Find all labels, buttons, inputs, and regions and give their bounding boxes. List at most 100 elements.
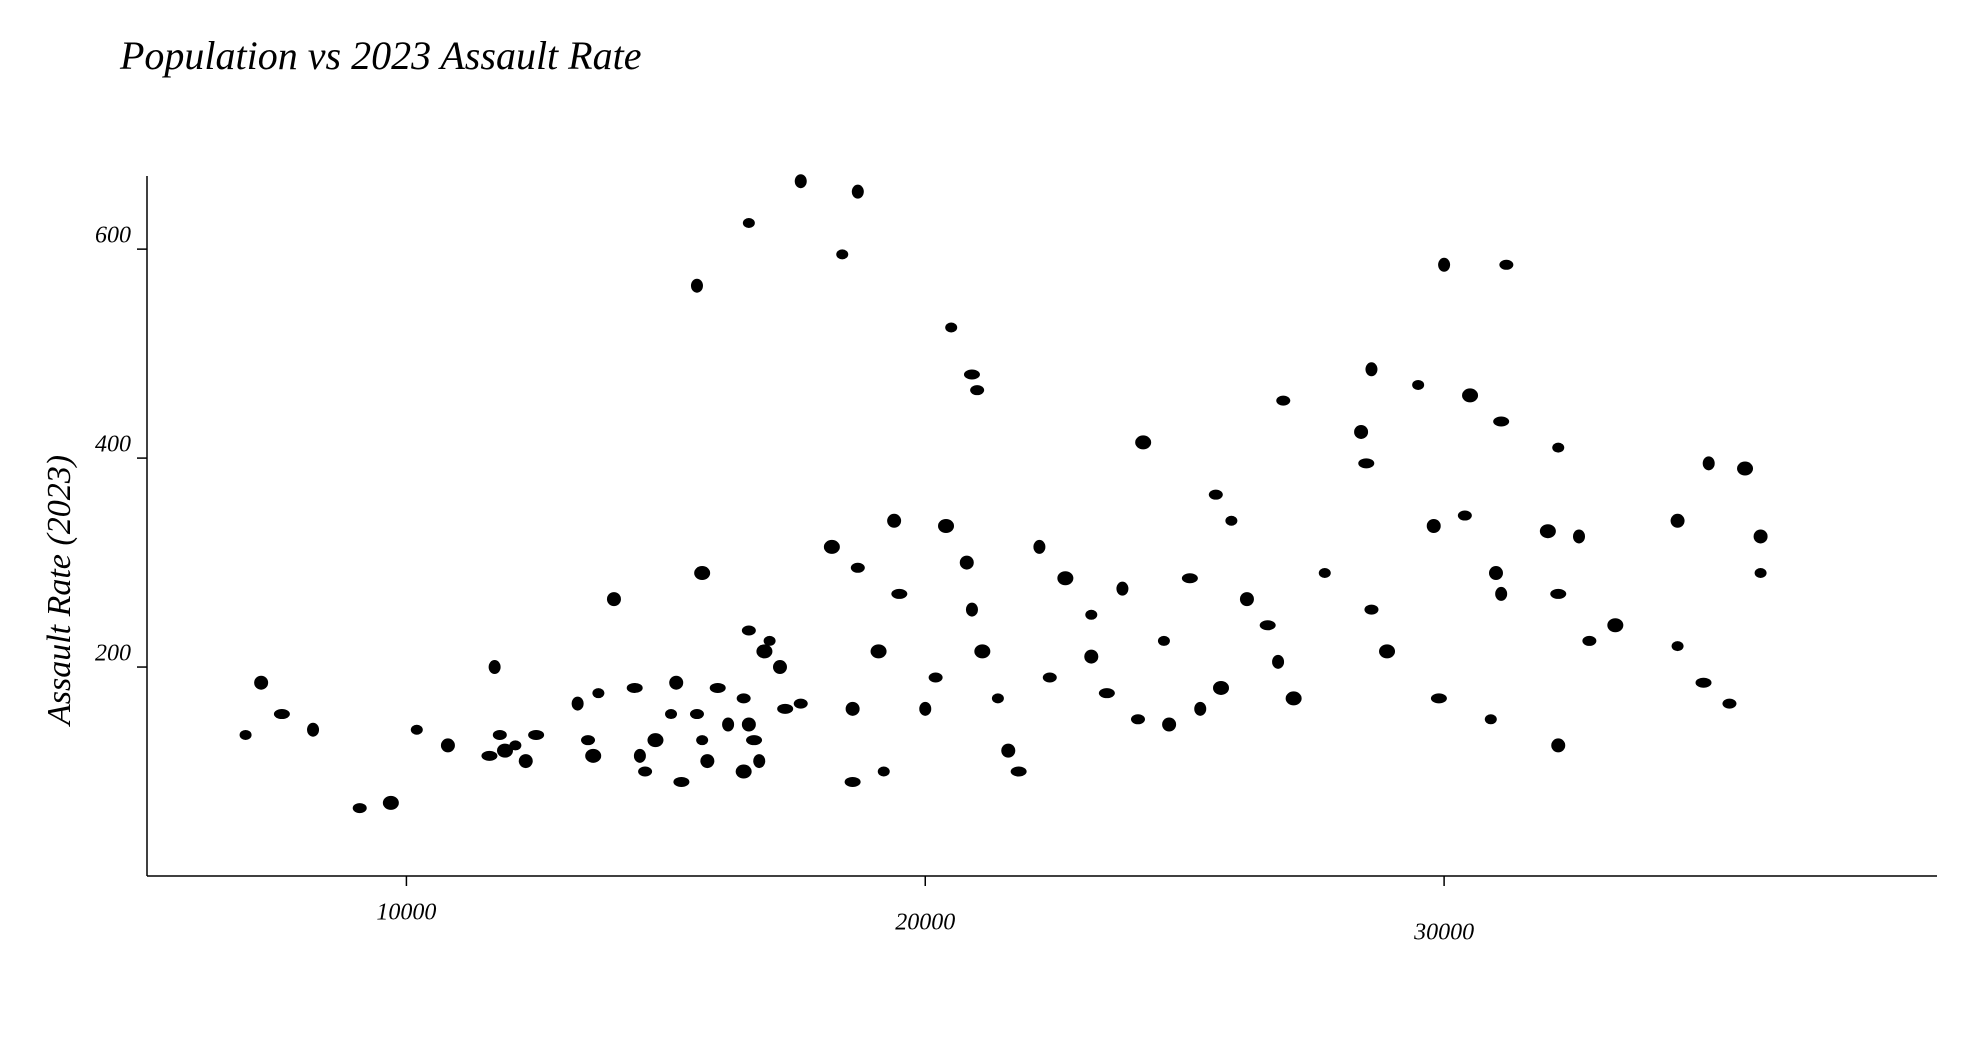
scatter-point	[1239, 592, 1254, 607]
scatter-point	[1272, 654, 1285, 669]
scatter-point	[1098, 688, 1115, 699]
scatter-point	[763, 635, 776, 646]
scatter-point	[528, 729, 545, 740]
scatter-point	[497, 743, 513, 758]
scatter-point	[945, 322, 958, 333]
scatter-point	[1130, 714, 1145, 725]
scatter-point	[1550, 588, 1567, 599]
scatter-point	[382, 795, 399, 810]
scatter-point	[850, 562, 865, 573]
scatter-point	[1582, 635, 1597, 646]
x-tick-label: 30000	[1413, 920, 1474, 946]
scatter-point	[793, 698, 808, 709]
scatter-point	[1552, 442, 1565, 453]
scatter-point	[694, 566, 711, 581]
scatter-point	[1285, 691, 1302, 706]
scatter-point	[1430, 693, 1447, 704]
scatter-point	[1010, 766, 1027, 777]
scatter-point	[1162, 717, 1177, 732]
scatter-point	[709, 682, 726, 693]
chart-title: Population vs 2023 Assault Rate	[119, 33, 641, 78]
scatter-point	[1208, 489, 1223, 500]
scatter-point	[965, 602, 978, 617]
scatter-point	[585, 748, 602, 763]
scatter-point	[1754, 568, 1767, 579]
scatter-point	[1194, 701, 1207, 716]
scatter-point	[1042, 672, 1057, 683]
scatter-point	[845, 701, 860, 716]
scatter-point	[959, 555, 974, 570]
scatter-point	[970, 385, 985, 396]
scatter-point	[1670, 513, 1685, 528]
scatter-point	[1488, 566, 1503, 581]
scatter-point	[870, 644, 887, 659]
scatter-point	[1276, 395, 1291, 406]
scatter-point	[1225, 515, 1238, 526]
scatter-point	[823, 539, 840, 554]
scatter-point	[1551, 738, 1566, 753]
scatter-point	[1358, 458, 1375, 469]
scatter-point	[836, 249, 849, 260]
scatter-point	[991, 693, 1004, 704]
scatter-point	[1213, 680, 1229, 695]
scatter-point	[669, 675, 684, 690]
scatter-point	[1671, 641, 1684, 652]
scatter-point	[919, 701, 932, 716]
scatter-point	[1364, 604, 1379, 615]
scatter-point	[1493, 416, 1510, 427]
scatter-point	[689, 709, 704, 720]
scatter-point	[928, 672, 943, 683]
scatter-point	[440, 738, 455, 753]
scatter-point	[1181, 573, 1198, 584]
scatter-point	[1318, 568, 1331, 579]
scatter-point	[509, 740, 522, 751]
scatter-point	[1484, 714, 1497, 725]
scatter-point	[1116, 581, 1129, 596]
scatter-point	[777, 703, 794, 714]
scatter-point	[690, 278, 703, 293]
scatter-point	[700, 754, 715, 769]
scatter-point	[488, 660, 501, 675]
scatter-point	[1084, 649, 1099, 664]
scatter-point	[1426, 519, 1441, 533]
scatter-point	[492, 729, 507, 740]
scatter-point	[1495, 586, 1508, 601]
scatter-point	[1499, 259, 1514, 270]
scatter-point	[1539, 524, 1556, 539]
scatter-point	[887, 513, 902, 528]
scatter-point	[1057, 571, 1074, 586]
scatter-point	[1135, 435, 1152, 450]
scatter-point	[273, 709, 290, 720]
scatter-point	[1412, 379, 1425, 390]
scatter-point	[741, 717, 756, 732]
scatter-point	[1702, 456, 1715, 471]
scatter-point	[1695, 677, 1712, 688]
scatter-point	[742, 218, 755, 229]
scatter-point	[1462, 388, 1479, 403]
scatter-point	[735, 764, 752, 779]
scatter-point	[254, 675, 269, 690]
scatter-point	[963, 369, 980, 380]
scatter-point	[736, 693, 751, 704]
scatter-point	[1354, 424, 1369, 439]
scatter-point	[722, 717, 735, 732]
y-tick-label: 400	[95, 432, 131, 458]
scatter-point	[756, 644, 773, 659]
scatter-point	[1033, 539, 1046, 554]
scatter-point	[974, 644, 991, 659]
scatter-point	[665, 709, 678, 720]
scatter-point	[891, 588, 908, 599]
scatter-point	[741, 625, 756, 636]
scatter-point	[746, 735, 763, 746]
scatter-point	[647, 733, 664, 748]
scatter-point	[1085, 609, 1098, 620]
scatter-point	[1365, 362, 1378, 377]
scatter-point	[352, 803, 367, 814]
scatter-point	[877, 766, 890, 777]
scatter-point	[1573, 529, 1585, 544]
scatter-point	[1737, 461, 1754, 476]
scatter-point	[696, 735, 709, 746]
scatter-point	[307, 722, 320, 737]
scatter-point	[938, 519, 955, 533]
scatter-point	[1457, 510, 1472, 521]
